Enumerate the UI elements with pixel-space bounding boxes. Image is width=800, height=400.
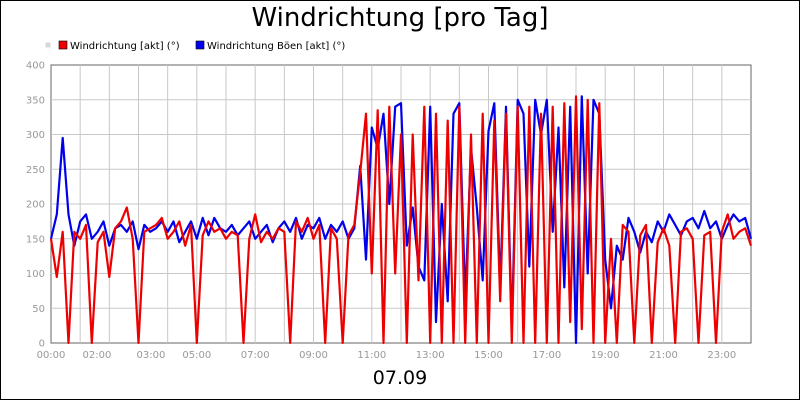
- x-tick-label: 19:00: [591, 350, 620, 361]
- legend-swatch-1: [195, 40, 205, 50]
- y-tick-label: 400: [26, 61, 45, 72]
- x-tick-label: 07:00: [241, 350, 270, 361]
- series-lines: [49, 95, 753, 345]
- legend-label-0: Windrichtung [akt] (°): [70, 41, 180, 52]
- x-tick-label: 15:00: [474, 350, 503, 361]
- y-tick-label: 100: [26, 269, 45, 280]
- y-tick-label: 300: [26, 130, 45, 141]
- x-tick-label: 03:00: [137, 350, 166, 361]
- y-tick-label: 250: [26, 165, 45, 176]
- x-tick-label: 00:00: [37, 350, 66, 361]
- x-tick-label: 09:00: [299, 350, 328, 361]
- x-tick-label: 13:00: [416, 350, 445, 361]
- y-tick-label: 50: [32, 304, 45, 315]
- x-tick-label: 05:00: [182, 350, 211, 361]
- x-axis-ticks: 00:00 02:00 03:00 05:00 07:00 09:00 11:00 13:00…: [37, 350, 737, 361]
- legend-dot-icon: [45, 42, 51, 48]
- y-tick-label: 150: [26, 234, 45, 245]
- y-tick-label: 350: [26, 95, 45, 106]
- x-tick-label: 02:00: [83, 350, 112, 361]
- date-label: 07.09: [372, 367, 428, 389]
- chart-title: Windrichtung [pro Tag]: [251, 3, 549, 33]
- x-tick-label: 17:00: [532, 350, 561, 361]
- y-tick-label: 200: [26, 200, 45, 211]
- x-tick-label: 23:00: [707, 350, 736, 361]
- legend-swatch-0: [58, 40, 68, 50]
- y-axis-ticks: 0 50 100 150 200 250 300 350 400: [26, 61, 45, 350]
- legend-label-1: Windrichtung Böen [akt] (°): [207, 41, 345, 52]
- legend: Windrichtung [akt] (°) Windrichtung Böen …: [45, 40, 345, 52]
- series-line-1: [49, 95, 753, 345]
- y-tick-label: 0: [39, 339, 45, 350]
- x-tick-label: 11:00: [357, 350, 386, 361]
- x-tick-label: 21:00: [649, 350, 678, 361]
- series-line-0: [49, 95, 753, 345]
